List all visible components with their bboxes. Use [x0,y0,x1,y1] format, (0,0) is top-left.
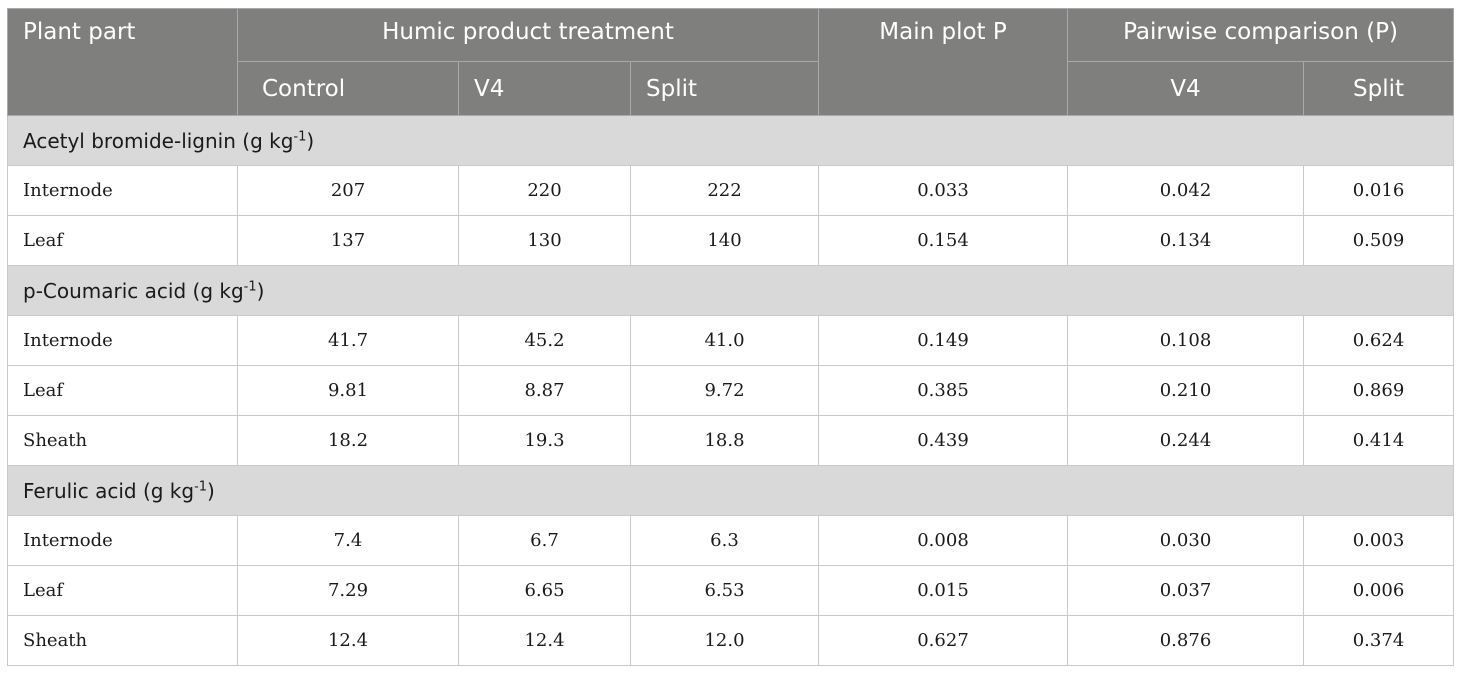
cell-split: 222 [630,165,819,216]
table-body: Acetyl bromide-lignin (g kg-1) Internode 2… [7,115,1454,666]
cell-main-p: 0.154 [818,215,1068,266]
cell-plant-part: Internode [7,315,238,366]
cell-main-p: 0.385 [818,365,1068,416]
cell-pw-v4: 0.030 [1067,515,1304,566]
cell-pw-v4: 0.042 [1067,165,1304,216]
cell-v4: 130 [458,215,631,266]
section-title: Acetyl bromide-lignin (g kg-1) [7,115,1454,166]
section-title-text: Acetyl bromide-lignin (g kg [23,128,294,153]
header-plant-part: Plant part [7,8,238,116]
cell-plant-part: Leaf [7,565,238,616]
cell-split: 6.3 [630,515,819,566]
cell-split: 140 [630,215,819,266]
cell-split: 41.0 [630,315,819,366]
cell-pw-split: 0.016 [1303,165,1454,216]
cell-plant-part: Sheath [7,615,238,666]
cell-control: 12.4 [237,615,459,666]
header-pairwise-v4: V4 [1067,61,1304,116]
header-control: Control [237,61,459,116]
section-title-close: ) [207,478,215,503]
header-v4: V4 [458,61,631,116]
cell-main-p: 0.627 [818,615,1068,666]
cell-pw-v4: 0.244 [1067,415,1304,466]
cell-plant-part: Sheath [7,415,238,466]
table-row: Internode 41.7 45.2 41.0 0.149 0.108 0.624 [7,315,1454,366]
cell-pw-split: 0.374 [1303,615,1454,666]
cell-pw-v4: 0.876 [1067,615,1304,666]
table-row: Leaf 137 130 140 0.154 0.134 0.509 [7,215,1454,266]
cell-control: 41.7 [237,315,459,366]
cell-control: 137 [237,215,459,266]
table-row: Leaf 9.81 8.87 9.72 0.385 0.210 0.869 [7,365,1454,416]
cell-v4: 45.2 [458,315,631,366]
cell-plant-part: Leaf [7,365,238,416]
cell-main-p: 0.008 [818,515,1068,566]
cell-control: 18.2 [237,415,459,466]
table-row: Internode 7.4 6.7 6.3 0.008 0.030 0.003 [7,515,1454,566]
cell-pw-v4: 0.210 [1067,365,1304,416]
header-humic-treatment: Humic product treatment [237,8,819,62]
header-pairwise-split: Split [1303,61,1454,116]
section-title: p-Coumaric acid (g kg-1) [7,265,1454,316]
section-row: Ferulic acid (g kg-1) [7,465,1454,516]
cell-control: 7.4 [237,515,459,566]
cell-v4: 220 [458,165,631,216]
cell-control: 207 [237,165,459,216]
cell-split: 6.53 [630,565,819,616]
cell-pw-split: 0.509 [1303,215,1454,266]
cell-split: 12.0 [630,615,819,666]
header-pairwise-comparison: Pairwise comparison (P) [1067,8,1454,62]
section-title-close: ) [256,278,265,303]
cell-v4: 19.3 [458,415,631,466]
section-title-text: Ferulic acid (g kg [23,478,195,503]
section-title-sup: -1 [243,278,257,294]
section-row: Acetyl bromide-lignin (g kg-1) [7,115,1454,166]
cell-control: 7.29 [237,565,459,616]
cell-pw-split: 0.414 [1303,415,1454,466]
cell-split: 9.72 [630,365,819,416]
cell-pw-v4: 0.108 [1067,315,1304,366]
table-row: Leaf 7.29 6.65 6.53 0.015 0.037 0.006 [7,565,1454,616]
table-row: Sheath 18.2 19.3 18.8 0.439 0.244 0.414 [7,415,1454,466]
table-row: Sheath 12.4 12.4 12.0 0.627 0.876 0.374 [7,615,1454,666]
cell-pw-v4: 0.134 [1067,215,1304,266]
cell-plant-part: Internode [7,515,238,566]
cell-pw-v4: 0.037 [1067,565,1304,616]
section-title-close: ) [306,128,315,153]
cell-v4: 8.87 [458,365,631,416]
section-title-sup: -1 [293,128,307,144]
section-title-sup: -1 [194,478,208,494]
cell-split: 18.8 [630,415,819,466]
cell-main-p: 0.439 [818,415,1068,466]
header-main-plot-p: Main plot P [818,8,1068,116]
cell-main-p: 0.015 [818,565,1068,616]
cell-main-p: 0.149 [818,315,1068,366]
cell-main-p: 0.033 [818,165,1068,216]
table-row: Internode 207 220 222 0.033 0.042 0.016 [7,165,1454,216]
cell-pw-split: 0.624 [1303,315,1454,366]
data-table: Plant part Humic product treatment Main … [7,8,1454,666]
header-split: Split [630,61,819,116]
cell-control: 9.81 [237,365,459,416]
cell-plant-part: Internode [7,165,238,216]
cell-plant-part: Leaf [7,215,238,266]
cell-v4: 12.4 [458,615,631,666]
cell-pw-split: 0.869 [1303,365,1454,416]
cell-v4: 6.7 [458,515,631,566]
section-title-text: p-Coumaric acid (g kg [23,278,244,303]
table-header: Plant part Humic product treatment Main … [7,8,1454,116]
cell-pw-split: 0.006 [1303,565,1454,616]
section-title: Ferulic acid (g kg-1) [7,465,1454,516]
cell-v4: 6.65 [458,565,631,616]
cell-pw-split: 0.003 [1303,515,1454,566]
section-row: p-Coumaric acid (g kg-1) [7,265,1454,316]
